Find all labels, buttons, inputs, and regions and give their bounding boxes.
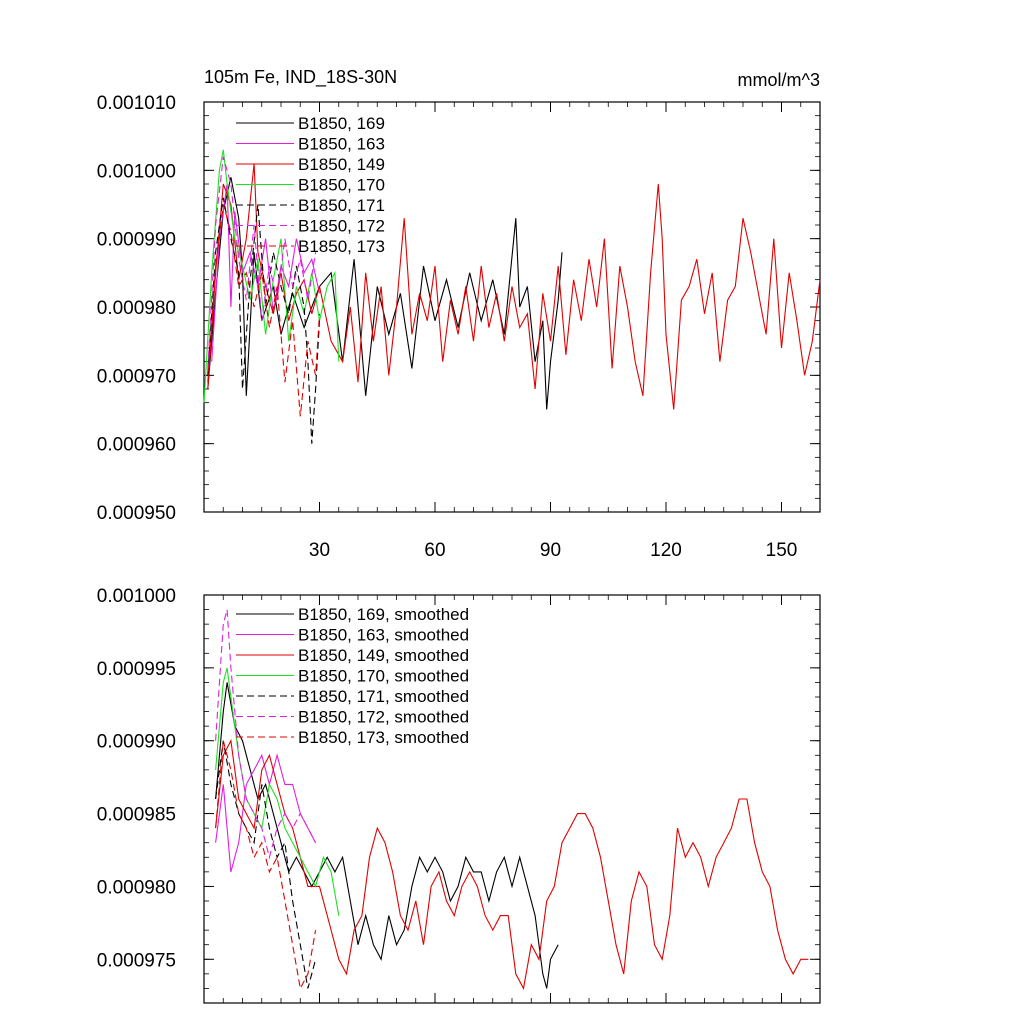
series-line-3: [215, 667, 340, 916]
legend-label-3: B1850, 170, smoothed: [298, 667, 469, 686]
legend-label-1: B1850, 163, smoothed: [298, 626, 469, 645]
legend-label-2: B1850, 149: [298, 155, 385, 174]
legend-label-1: B1850, 163: [298, 135, 385, 154]
y-tick-label: 0.000970: [97, 366, 176, 387]
legend-label-4: B1850, 171, smoothed: [298, 687, 469, 706]
plot-frame: [203, 101, 821, 513]
x-tick-label: 120: [650, 540, 682, 561]
y-tick-label: 0.000960: [97, 435, 176, 456]
y-tick-label: 0.000990: [97, 732, 176, 753]
y-tick-label: 0.000975: [97, 950, 176, 971]
series-line-5: [207, 156, 317, 369]
series-line-1: [215, 753, 317, 873]
series-line-6: [215, 740, 317, 991]
series-line-3: [203, 149, 340, 403]
x-tick-label: 150: [766, 540, 798, 561]
chart-title: 105m Fe, IND_18S-30N: [204, 67, 397, 88]
y-tick-label: 0.000995: [97, 659, 176, 680]
top-panel: 0.000950 0.000960 0.000970 0.000980 0.000990…: [97, 93, 821, 561]
y-tick-label: 0.000985: [97, 805, 176, 826]
units-label: mmol/m^3: [738, 70, 820, 90]
x-tick-label: 90: [540, 540, 561, 561]
y-tick-label: 0.001000: [97, 161, 176, 182]
series-line-6: [207, 204, 321, 417]
y-tick-label: 0.000980: [97, 298, 176, 319]
series-line-4: [207, 197, 321, 444]
y-tick-label: 0.001000: [97, 586, 176, 607]
series-line-4: [215, 740, 317, 989]
series-line-1: [211, 183, 321, 362]
legend-label-0: B1850, 169: [298, 114, 385, 133]
legend-label-4: B1850, 171: [298, 196, 385, 215]
series-line-0: [207, 177, 563, 410]
series-line-2: [207, 163, 821, 410]
y-tick-label: 0.000950: [97, 503, 176, 524]
legend-label-0: B1850, 169, smoothed: [298, 605, 469, 624]
bottom-panel: 0.000975 0.000980 0.000985 0.000990 0.000995…: [97, 586, 821, 1004]
x-tick-label: 30: [309, 540, 330, 561]
legend-label-6: B1850, 173: [298, 237, 385, 256]
legend-label-2: B1850, 149, smoothed: [298, 646, 469, 665]
legend-label-5: B1850, 172, smoothed: [298, 708, 469, 727]
legend-label-6: B1850, 173, smoothed: [298, 728, 469, 747]
legend-label-3: B1850, 170: [298, 176, 385, 195]
series-line-5: [215, 609, 317, 860]
series-line-0: [215, 682, 559, 989]
legend-label-5: B1850, 172: [298, 217, 385, 236]
y-tick-label: 0.001010: [97, 93, 176, 114]
y-tick-label: 0.000990: [97, 230, 176, 251]
y-tick-label: 0.000980: [97, 877, 176, 898]
x-tick-label: 60: [424, 540, 445, 561]
